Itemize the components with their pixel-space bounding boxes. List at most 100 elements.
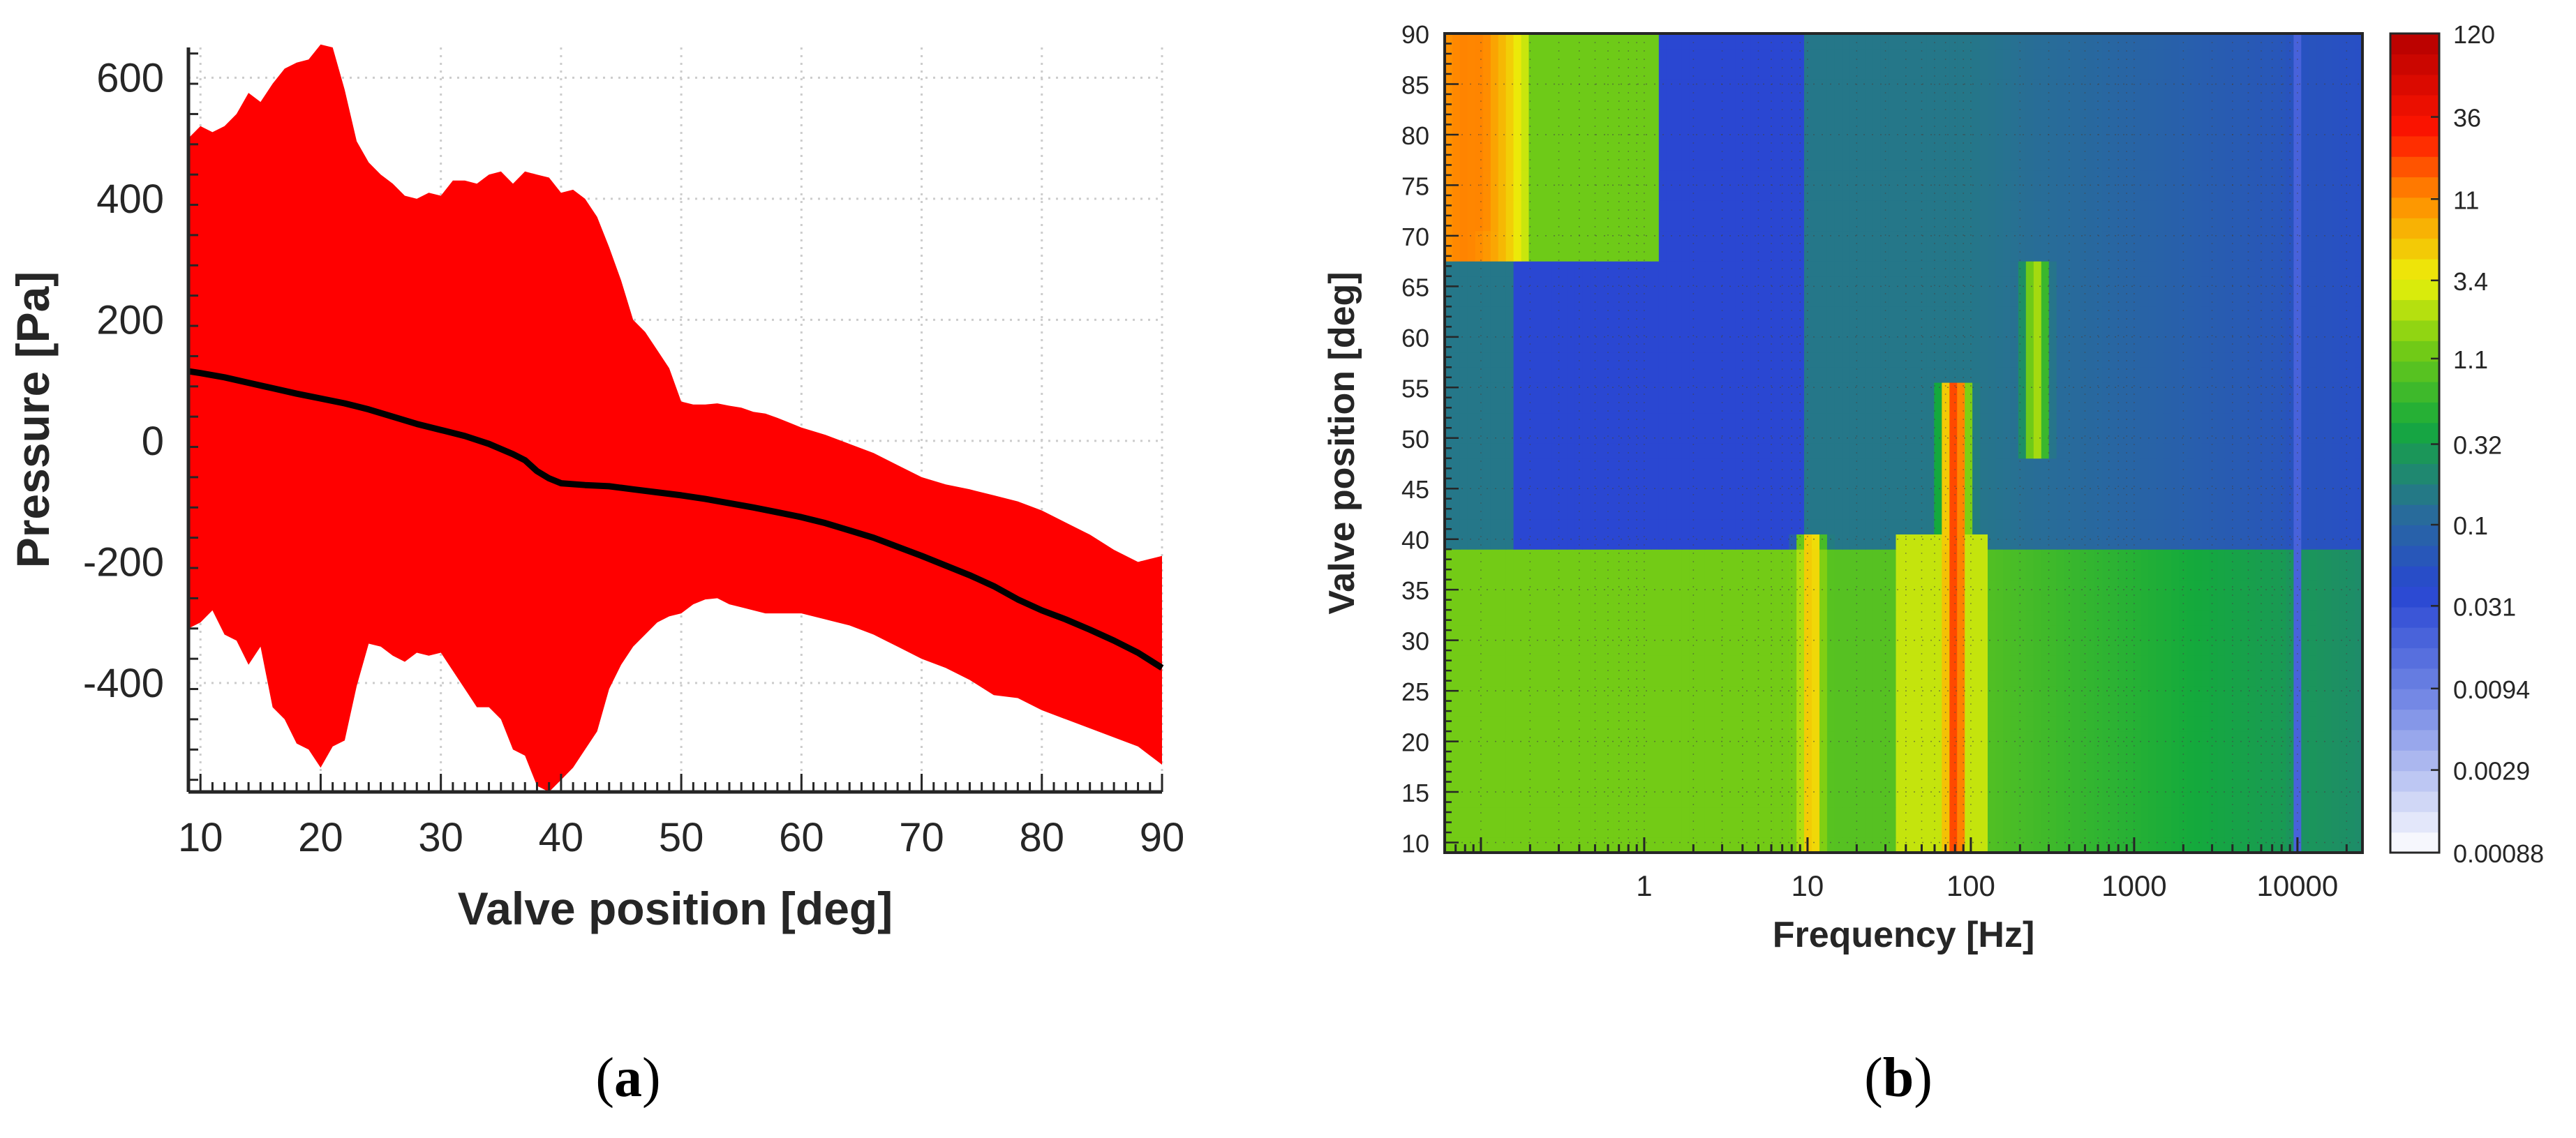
heatmap-cell [1498, 564, 1507, 581]
heatmap-cell [1536, 610, 1545, 626]
heatmap-cell [2003, 671, 2011, 687]
heatmap-cell [1674, 640, 1683, 656]
heatmap-cell [2003, 624, 2011, 641]
heatmap-cell [2171, 822, 2180, 838]
heatmap-cell [2048, 549, 2057, 565]
heatmap-cell [1621, 594, 1629, 611]
heatmap-cell [2056, 397, 2065, 414]
heatmap-cell [1873, 594, 1882, 611]
heatmap-cell [1750, 761, 1759, 777]
heatmap-cell [1505, 716, 1514, 732]
heatmap-cell [1819, 291, 1828, 307]
heatmap-cell [1498, 579, 1507, 595]
heatmap-cell [2125, 473, 2134, 489]
heatmap-cell [1636, 382, 1644, 398]
heatmap-cell [2339, 624, 2348, 641]
heatmap-cell [1475, 367, 1484, 383]
heatmap-cell [2217, 336, 2226, 353]
heatmap-cell [2164, 306, 2172, 322]
heatmap-cell [1949, 291, 1958, 307]
heatmap-cell [1452, 504, 1461, 520]
heatmap-cell [1972, 488, 1981, 504]
heatmap-cell [2324, 579, 2332, 595]
heatmap-cell [2018, 352, 2027, 368]
heatmap-cell [1528, 761, 1538, 777]
heatmap-cell [1681, 518, 1690, 534]
heatmap-cell [2079, 352, 2088, 368]
heatmap-cell [1972, 792, 1981, 808]
heatmap-cell [2270, 549, 2279, 565]
heatmap-cell [1804, 731, 1812, 747]
heatmap-cell [2355, 246, 2363, 262]
heatmap-cell [2278, 549, 2287, 565]
heatmap-cell [1513, 412, 1522, 428]
heatmap-cell [2171, 443, 2180, 459]
heatmap-cell [2125, 610, 2134, 626]
heatmap-cell [1995, 610, 2004, 626]
heatmap-cell [2270, 367, 2279, 383]
heatmap-cell [1666, 261, 1675, 277]
heatmap-cell [2110, 352, 2118, 368]
heatmap-cell [1628, 579, 1637, 595]
heatmap-cell [1689, 655, 1698, 671]
heatmap-cell [1735, 230, 1743, 246]
heatmap-cell [1735, 579, 1743, 595]
heatmap-cell [1482, 276, 1491, 292]
heatmap-cell [2087, 322, 2096, 338]
heatmap-cell [1697, 504, 1706, 520]
heatmap-cell [2071, 276, 2080, 292]
heatmap-cell [2117, 837, 2126, 853]
heatmap-cell [1942, 518, 1950, 534]
heatmap-cell [1896, 685, 1905, 702]
heatmap-cell [1528, 473, 1538, 489]
heatmap-cell [1636, 261, 1644, 277]
heatmap-cell [2010, 655, 2019, 671]
heatmap-cell [2201, 534, 2210, 550]
heatmap-cell [1598, 473, 1606, 489]
heatmap-cell [1781, 306, 1789, 322]
heatmap-cell [1720, 761, 1729, 777]
heatmap-cell [1988, 276, 1996, 292]
heatmap-cell [1727, 579, 1736, 595]
heatmap-cell [2018, 671, 2027, 687]
heatmap-cell [2164, 534, 2172, 550]
heatmap-cell [1689, 640, 1698, 656]
heatmap-cell [2102, 671, 2110, 687]
heatmap-cell [1521, 685, 1530, 702]
heatmap-cell [2117, 761, 2126, 777]
heatmap-cell [2056, 322, 2065, 338]
heatmap-cell [2240, 640, 2249, 656]
heatmap-cell [2270, 488, 2279, 504]
heatmap-cell [1643, 807, 1652, 823]
heatmap-cell [2209, 624, 2218, 641]
heatmap-cell [2255, 488, 2264, 504]
heatmap-cell [2079, 306, 2088, 322]
heatmap-cell [1957, 655, 1965, 671]
heatmap-cell [1613, 276, 1621, 292]
heatmap-cell [1536, 412, 1545, 428]
heatmap-cell [2263, 746, 2272, 763]
heatmap-cell [1628, 291, 1637, 307]
heatmap-cell [2156, 291, 2164, 307]
heatmap-cell [2332, 579, 2340, 595]
heatmap-cell [1505, 685, 1514, 702]
heatmap-cell [1490, 397, 1499, 414]
heatmap-cell [1452, 443, 1461, 459]
heatmap-cell [1857, 837, 1866, 853]
heatmap-cell [2224, 397, 2233, 414]
heatmap-cell [1934, 610, 1942, 626]
heatmap-cell [2171, 594, 2180, 611]
heatmap-cell [1681, 792, 1690, 808]
heatmap-cell [1567, 837, 1575, 853]
heatmap-cell [1804, 549, 1812, 565]
heatmap-cell [2232, 549, 2241, 565]
heatmap-cell [1766, 746, 1774, 763]
heatmap-cell [1651, 412, 1660, 428]
heatmap-cell [1750, 518, 1759, 534]
heatmap-cell [1605, 336, 1614, 353]
heatmap-cell [2079, 610, 2088, 626]
heatmap-cell [1880, 458, 1889, 474]
heatmap-cell [2187, 246, 2195, 262]
heatmap-cell [2018, 746, 2027, 763]
heatmap-cell [1834, 230, 1843, 246]
